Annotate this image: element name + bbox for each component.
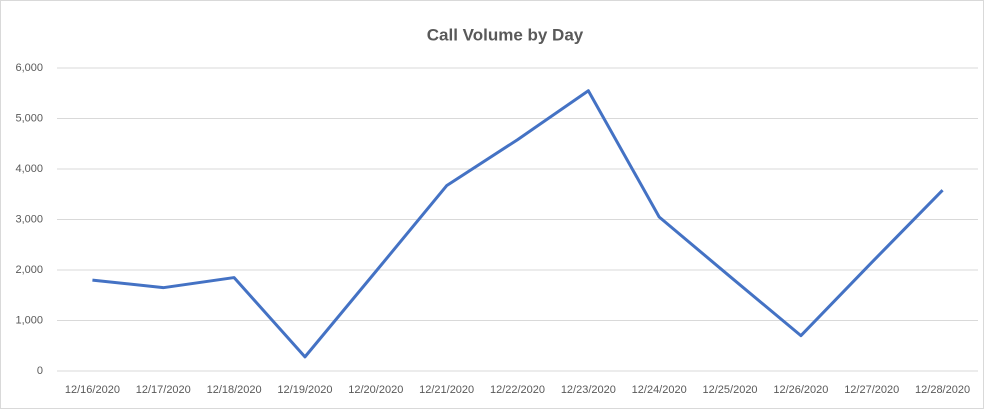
y-tick-label: 1,000: [15, 314, 43, 326]
x-tick-label: 12/18/2020: [207, 384, 262, 396]
y-tick-label: 5,000: [15, 112, 43, 124]
x-tick-label: 12/25/2020: [703, 384, 758, 396]
x-tick-label: 12/21/2020: [419, 384, 474, 396]
x-tick-label: 12/17/2020: [136, 384, 191, 396]
x-tick-label: 12/27/2020: [844, 384, 899, 396]
y-tick-label: 6,000: [15, 62, 43, 74]
y-tick-label: 3,000: [15, 213, 43, 225]
x-tick-label: 12/26/2020: [773, 384, 828, 396]
x-tick-label: 12/23/2020: [561, 384, 616, 396]
x-tick-label: 12/22/2020: [490, 384, 545, 396]
y-tick-label: 2,000: [15, 264, 43, 276]
chart-title: Call Volume by Day: [427, 25, 584, 44]
x-tick-label: 12/16/2020: [65, 384, 120, 396]
x-tick-label: 12/28/2020: [915, 384, 970, 396]
y-tick-label: 0: [37, 365, 43, 377]
y-tick-label: 4,000: [15, 163, 43, 175]
x-tick-label: 12/19/2020: [277, 384, 332, 396]
x-tick-label: 12/24/2020: [632, 384, 687, 396]
series-line: [92, 89, 944, 359]
x-tick-label: 12/20/2020: [348, 384, 403, 396]
